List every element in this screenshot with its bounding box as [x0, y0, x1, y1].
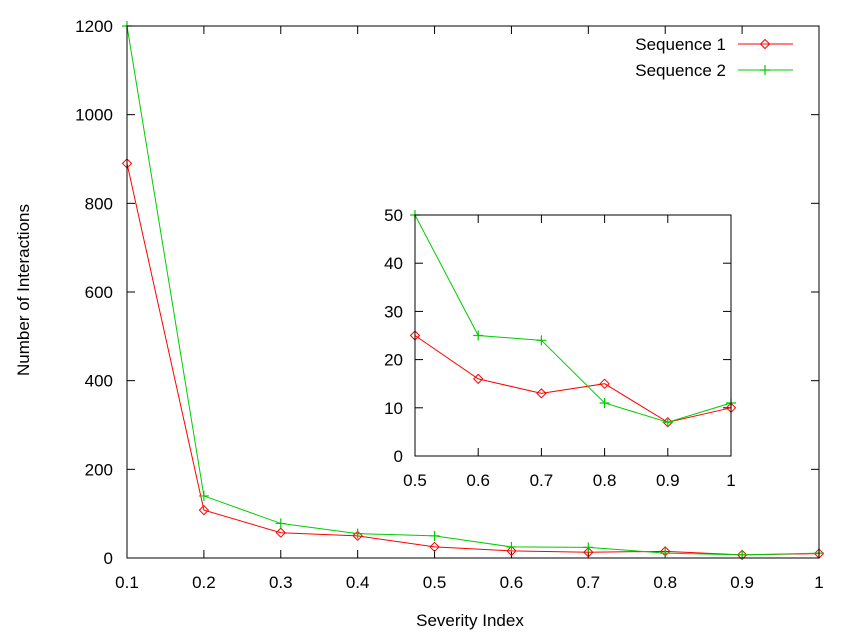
data-point [583, 542, 594, 553]
x-axis-label: Severity Index [416, 611, 524, 630]
legend-item: Sequence 1 [635, 35, 793, 54]
data-point [429, 530, 440, 541]
y-tick-label: 0 [104, 549, 113, 568]
data-point [660, 548, 671, 559]
x-tick-label: 0.5 [423, 573, 447, 592]
series-line [126, 25, 820, 556]
y-axis-label: Number of Interactions [14, 204, 33, 376]
plot-background [415, 215, 731, 456]
x-tick-label: 0.3 [269, 573, 293, 592]
main-plot: 0.1 0.2 0.3 0.4 0.5 0.6 0.7 0.8 0.9 1020040060080… [75, 17, 825, 592]
data-point [506, 541, 517, 552]
y-tick-label: 40 [384, 254, 403, 273]
legend-label: Sequence 1 [635, 35, 726, 54]
plot-frame [126, 25, 820, 559]
x-tick-labels: 0.1 0.2 0.3 0.4 0.5 0.6 0.7 0.8 0.9 1 [115, 573, 824, 592]
y-tick-label: 0 [394, 447, 403, 466]
legend-label: Sequence 2 [635, 61, 726, 80]
data-point [472, 373, 484, 385]
y-tick-labels: 0 200 400 600 800 1000 1200 [75, 17, 113, 568]
y-tick-label: 1000 [75, 106, 113, 125]
x-tick-label: 0.4 [346, 573, 370, 592]
y-tick-label: 400 [85, 372, 113, 391]
data-point [429, 541, 440, 553]
data-point [352, 528, 363, 539]
y-tick-label: 200 [85, 460, 113, 479]
x-tick-label: 0.5 [403, 471, 427, 490]
x-tick-label: 0.7 [530, 471, 554, 490]
x-tick-label: 0.8 [653, 573, 677, 592]
legend-item: Sequence 2 [635, 61, 793, 80]
data-point [198, 490, 209, 501]
y-tick-label: 50 [384, 206, 403, 225]
x-tick-label: 0.8 [593, 471, 617, 490]
x-tick-label: 0.6 [466, 471, 490, 490]
data-point [599, 378, 610, 389]
x-tick-label: 0.7 [577, 573, 601, 592]
series-line [126, 163, 820, 556]
x-tick-label: 0.9 [656, 471, 680, 490]
data-point [536, 335, 547, 346]
y-tick-labels: 0 10 20 30 40 50 [384, 206, 403, 466]
series-line [414, 214, 732, 423]
x-tick-label: 0.2 [192, 573, 216, 592]
y-tick-label: 1200 [75, 17, 113, 36]
y-tick-label: 20 [384, 351, 403, 370]
data-point [275, 518, 286, 529]
x-tick-label: 0.1 [115, 573, 139, 592]
data-point [275, 527, 286, 538]
x-tick-label: 0.9 [730, 573, 754, 592]
data-point [536, 388, 547, 399]
y-tick-label: 800 [85, 194, 113, 213]
x-tick-labels: 0.5 0.6 0.7 0.8 0.9 1 [403, 471, 736, 490]
data-point [198, 504, 210, 516]
x-tick-label: 0.6 [500, 573, 524, 592]
legend-marker [759, 38, 771, 50]
data-point [506, 545, 517, 557]
data-point [599, 397, 610, 408]
data-point [583, 547, 594, 558]
legend: Sequence 1 Sequence 2 [635, 35, 793, 80]
x-tick-label: 1 [814, 573, 823, 592]
y-tick-label: 600 [85, 283, 113, 302]
x-tick-label: 1 [726, 471, 735, 490]
series-line [414, 335, 732, 423]
legend-marker [760, 65, 770, 75]
data-point [662, 417, 673, 428]
y-tick-label: 30 [384, 302, 403, 321]
plot-frame [414, 214, 732, 457]
data-point [473, 330, 484, 341]
data-point [352, 530, 363, 542]
y-tick-label: 10 [384, 399, 403, 418]
